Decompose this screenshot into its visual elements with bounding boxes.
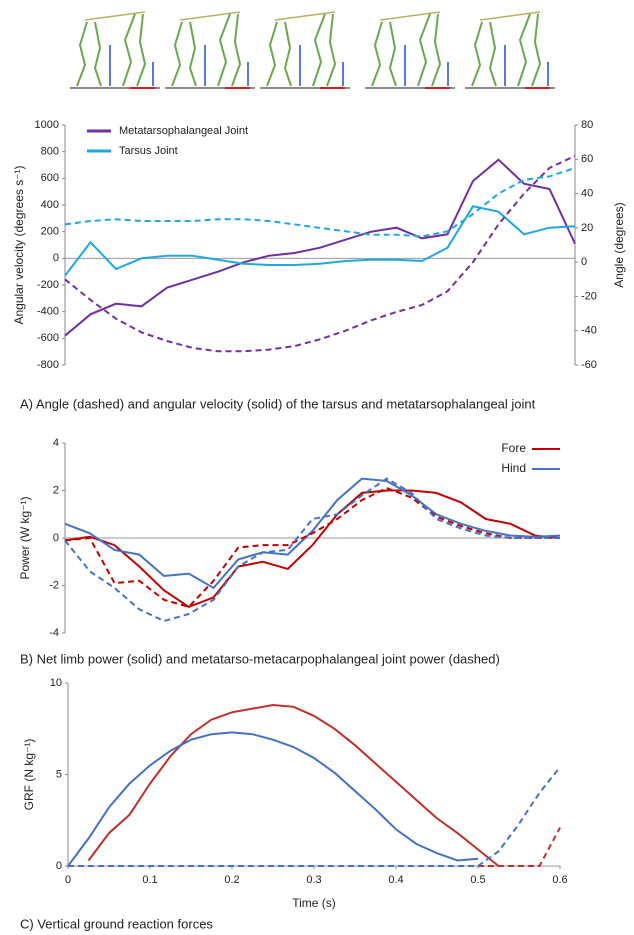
line [64,158,576,337]
y-tick-label: 0 [56,860,62,872]
y-tick-label: 10 [50,677,62,689]
y-tick-label: -800 [37,359,59,371]
y-axis-title: GRF (N kg⁻¹) [22,739,36,811]
fore-limb [431,13,442,87]
y-tick-label: 800 [41,146,59,158]
hind-limb [266,21,278,87]
skeleton-figure [260,11,350,89]
y-tick-label: -200 [37,279,59,291]
skeleton-figure [465,11,555,89]
dashed-line [64,487,560,609]
hind-limb [283,21,292,87]
y-tick-label: -600 [37,332,59,344]
y2-tick-label: 40 [581,187,593,199]
fore-limb [122,13,136,87]
line [64,489,561,609]
y-axis-title: Power (W kg⁻¹) [18,496,32,579]
dashed-line [64,477,560,623]
skeleton-figure [70,11,160,89]
fore-limb [417,13,431,87]
line [64,477,561,590]
y-tick-label: -400 [37,306,59,318]
spine [84,11,146,21]
hind-limb [76,21,88,87]
y-tick-label: 400 [41,199,59,211]
hind-limb [471,21,483,87]
spine [179,11,241,21]
y-tick-label: 5 [56,768,62,780]
y-tick-label: -4 [49,627,59,639]
spine [479,11,541,21]
y2-tick-label: 0 [581,256,587,268]
x-tick-label: 0.6 [552,874,567,886]
y-tick-label: 600 [41,172,59,184]
y2-tick-label: 60 [581,153,593,165]
fore-limb [136,13,147,87]
x-tick-label: 0.5 [470,874,485,886]
spine [274,11,336,21]
legend-label: Hind [501,461,526,475]
caption: C) Vertical ground reaction forces [20,916,213,931]
y2-tick-label: -60 [581,359,597,371]
y2-tick-label: 20 [581,222,593,234]
x-tick-label: 0.4 [388,874,403,886]
y-tick-label: 0 [53,252,59,264]
fore-limb [231,13,242,87]
caption: B) Net limb power (solid) and metatarso-… [20,651,500,666]
x-axis-title: Time (s) [292,896,336,910]
hind-limb [188,21,197,87]
hind-limb [388,21,397,87]
legend-label: Fore [501,441,526,455]
y-tick-label: -2 [49,579,59,591]
fore-limb [531,13,542,87]
y-tick-label: 4 [53,437,59,449]
caption: A) Angle (dashed) and angular velocity (… [20,396,536,411]
fore-limb [326,13,337,87]
y-tick-label: 0 [53,532,59,544]
x-tick-label: 0 [65,874,71,886]
y-tick-label: 2 [53,484,59,496]
line [67,731,479,867]
skeleton-figure [365,11,455,89]
x-tick-label: 0.3 [306,874,321,886]
fore-limb [517,13,531,87]
legend-label: Metatarsophalangeal Joint [119,125,248,137]
spine [379,11,441,21]
line [87,703,500,867]
y2-tick-label: -20 [581,290,597,302]
y2-axis-title: Angle (degrees) [612,202,626,287]
x-tick-label: 0.1 [142,874,157,886]
dashed-line [64,154,576,353]
fore-limb [217,13,231,87]
hind-limb [93,21,102,87]
skeleton-figure [165,11,255,89]
hind-limb [171,21,183,87]
hind-limb [488,21,497,87]
dashed-line [64,166,576,238]
y-axis-title: Angular velocity (degrees s⁻¹) [12,165,26,324]
dashed-line [68,766,561,867]
legend-label: Tarsus Joint [119,145,178,157]
y2-tick-label: 80 [581,119,593,131]
y2-tick-label: -40 [581,325,597,337]
x-tick-label: 0.2 [224,874,239,886]
line [64,205,576,277]
y-tick-label: 1000 [35,119,59,131]
y-tick-label: 200 [41,226,59,238]
hind-limb [371,21,383,87]
fore-limb [312,13,326,87]
